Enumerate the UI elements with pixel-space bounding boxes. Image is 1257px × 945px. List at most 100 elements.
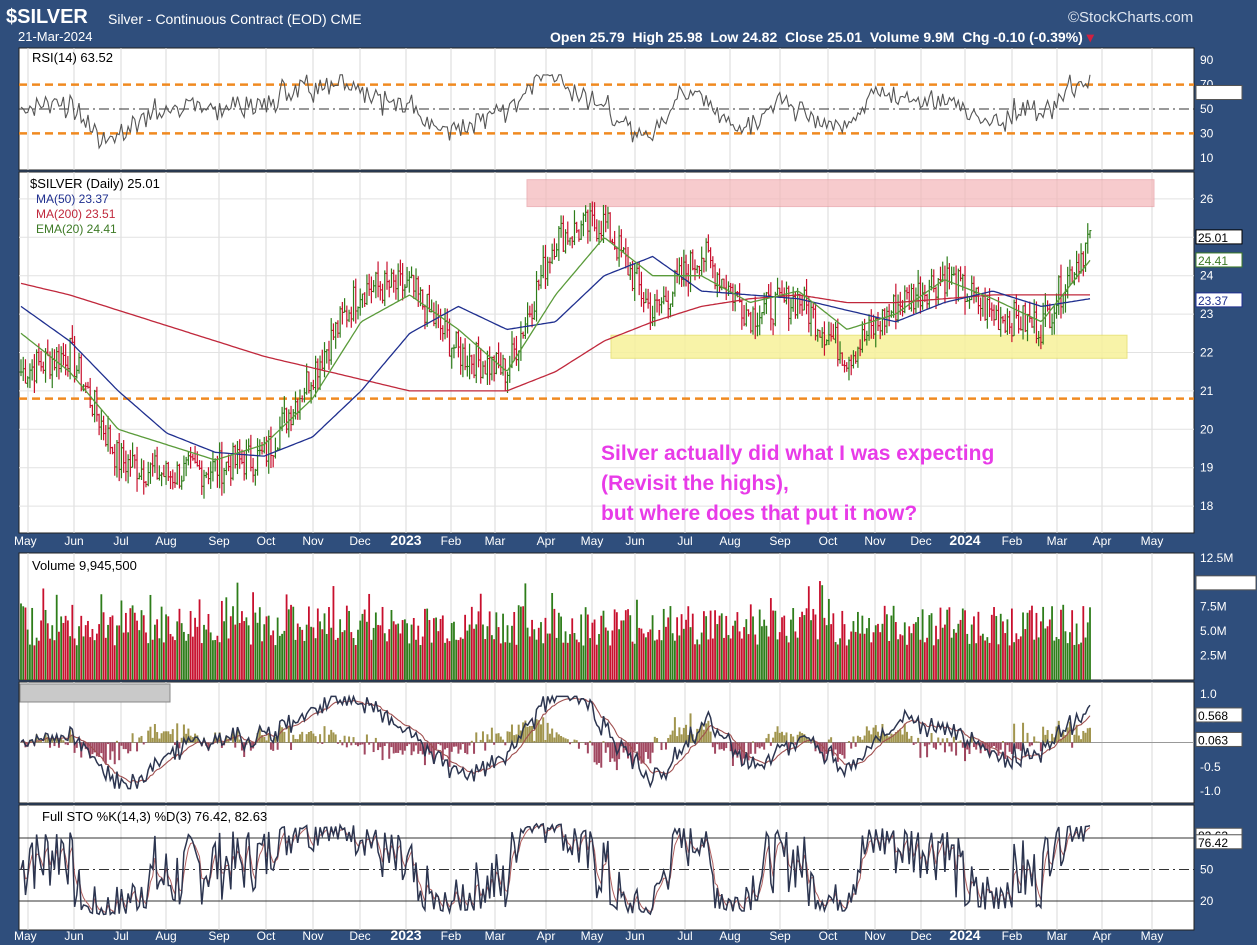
x-axis-label: Jun	[625, 929, 644, 943]
volume-bar	[446, 638, 449, 680]
macd-histogram-bar	[439, 742, 442, 746]
volume-bar	[745, 619, 748, 680]
volume-bar	[145, 632, 147, 680]
volume-bar	[245, 617, 248, 680]
macd-histogram-bar	[481, 731, 484, 743]
volume-bar	[91, 628, 94, 680]
volume-bar	[781, 617, 783, 680]
volume-bar	[754, 634, 757, 680]
macd-histogram-bar	[506, 731, 509, 743]
macd-histogram-bar	[968, 742, 971, 755]
macd-histogram-bar	[444, 742, 447, 750]
volume-bar	[216, 635, 219, 680]
volume-bar	[408, 643, 411, 680]
volume-bar	[758, 609, 761, 680]
low-value: 24.82	[742, 29, 778, 45]
volume-bar	[549, 633, 551, 680]
macd-histogram-bar	[756, 742, 759, 748]
macd-histogram-bar	[450, 742, 453, 752]
volume-bar	[611, 630, 614, 680]
macd-histogram-bar	[600, 742, 603, 768]
volume-bar	[357, 629, 359, 680]
macd-histogram-bar	[984, 742, 987, 751]
volume-bar	[571, 618, 574, 680]
volume-bar	[392, 621, 395, 680]
macd-histogram-bar	[401, 742, 404, 755]
ma50-legend: MA(50) 23.37	[36, 192, 109, 206]
x-axis-label: Dec	[349, 534, 370, 548]
volume-bar	[1066, 643, 1069, 680]
volume-tick-label: 7.5M	[1200, 600, 1227, 614]
macd-histogram-bar	[394, 742, 397, 753]
macd-histogram-bar	[1010, 742, 1013, 754]
volume-bar	[441, 615, 444, 680]
macd-histogram-bar	[234, 742, 237, 748]
rsi-tick-label: 10	[1200, 151, 1214, 165]
x-axis-label: Jun	[625, 534, 644, 548]
macd-histogram-bar	[720, 742, 723, 750]
volume-bar	[1008, 645, 1011, 680]
volume-bar	[986, 637, 989, 680]
macd-histogram-bar	[1073, 734, 1076, 743]
x-axis-label: Aug	[155, 929, 176, 943]
macd-histogram-bar	[475, 732, 478, 743]
volume-bar	[49, 638, 51, 680]
volume-bar	[604, 627, 607, 680]
macd-tooltip-box	[19, 683, 171, 703]
volume-bar	[569, 634, 571, 680]
volume-bar	[700, 632, 703, 680]
macd-histogram-bar	[40, 740, 43, 743]
volume-bar	[495, 612, 498, 680]
volume-bar	[187, 633, 190, 680]
volume-bar	[888, 640, 891, 680]
volume-bar	[687, 606, 690, 680]
macd-histogram-bar	[452, 742, 455, 747]
volume-bar	[644, 637, 647, 680]
macd-histogram-bar	[615, 742, 618, 771]
macd-histogram-bar	[430, 742, 433, 753]
chg-label: Chg	[962, 29, 990, 45]
ma50-line	[20, 255, 1091, 457]
volume-bar	[1015, 633, 1018, 680]
volume-bar	[553, 608, 556, 680]
volume-bar	[1017, 639, 1020, 680]
macd-histogram-bar	[1028, 742, 1031, 747]
macd-histogram-bar	[1013, 723, 1016, 743]
volume-tick-label: 12.5M	[1200, 551, 1233, 565]
macd-histogram-bar	[555, 732, 558, 743]
macd-histogram-bar	[810, 742, 813, 744]
volume-bar	[850, 631, 853, 680]
macd-histogram-bar	[1017, 742, 1020, 750]
volume-bar	[75, 645, 78, 680]
x-axis-label: 2023	[390, 532, 421, 548]
volume-bar	[424, 608, 426, 680]
macd-histogram-bar	[1064, 735, 1067, 743]
x-axis-label: Jul	[113, 534, 128, 548]
macd-histogram-bar	[932, 742, 935, 748]
volume-bar	[667, 617, 670, 680]
volume-bar	[234, 624, 237, 680]
volume-bar	[714, 610, 716, 680]
volume-value-box	[1195, 575, 1257, 591]
volume-bar	[444, 642, 446, 680]
macd-histogram-bar	[263, 736, 266, 743]
macd-histogram-bar	[718, 742, 721, 750]
sto-frame	[18, 804, 1195, 931]
volume-bar	[310, 626, 313, 680]
macd-histogram-bar	[564, 738, 567, 743]
macd-histogram-bar	[611, 742, 614, 759]
volume-bar	[767, 636, 770, 680]
volume-bar	[397, 623, 400, 680]
macd-histogram-bar	[238, 739, 241, 743]
x-axis-label: Apr	[537, 929, 556, 943]
x-axis-label: Aug	[719, 929, 740, 943]
volume-bar	[93, 640, 96, 680]
macd-histogram-bar	[772, 737, 775, 743]
volume-bar	[696, 639, 699, 680]
volume-bar	[348, 610, 350, 680]
volume-bar	[78, 626, 80, 680]
macd-histogram-bar	[966, 742, 969, 750]
macd-histogram-bar	[359, 742, 362, 745]
volume-bar	[285, 594, 288, 680]
volume-bar	[524, 583, 527, 680]
